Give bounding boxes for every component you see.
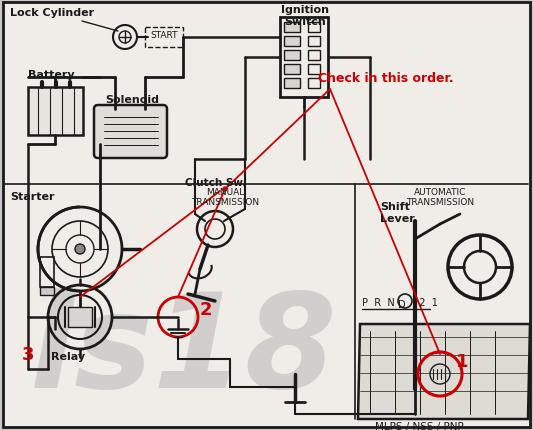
Bar	[145, 28, 183, 48]
Text: ls18: ls18	[30, 287, 337, 414]
Bar	[308, 51, 320, 61]
Bar	[28, 88, 83, 136]
Circle shape	[75, 244, 85, 255]
Bar	[284, 65, 300, 75]
Bar	[308, 65, 320, 75]
Bar	[284, 37, 300, 47]
Text: 3: 3	[22, 345, 35, 363]
Bar	[284, 79, 300, 89]
Text: AUTOMATIC
TRANSMISSION: AUTOMATIC TRANSMISSION	[406, 187, 474, 207]
Text: 2: 2	[200, 300, 213, 318]
Text: Battery: Battery	[28, 70, 75, 80]
Text: Check in this order.: Check in this order.	[318, 72, 454, 85]
Text: P  R  N: P R N	[362, 297, 395, 307]
Bar	[68, 307, 92, 327]
Text: 2  1: 2 1	[413, 297, 438, 307]
Text: START: START	[150, 31, 177, 40]
Bar	[308, 23, 320, 33]
Text: MLPS / NSS / PNP: MLPS / NSS / PNP	[375, 421, 464, 430]
Text: D: D	[398, 299, 406, 309]
Circle shape	[223, 187, 227, 191]
Polygon shape	[358, 324, 530, 419]
FancyBboxPatch shape	[94, 106, 167, 159]
Text: Starter: Starter	[10, 191, 54, 202]
Bar	[40, 287, 54, 295]
Text: Solenoid: Solenoid	[105, 95, 159, 105]
Bar	[284, 23, 300, 33]
Bar	[308, 37, 320, 47]
Text: Shift
Lever: Shift Lever	[380, 202, 415, 223]
Bar	[308, 79, 320, 89]
Text: Relay: Relay	[51, 351, 85, 361]
Text: Ignition
Switch: Ignition Switch	[281, 5, 329, 27]
Bar	[280, 18, 328, 98]
Text: Clutch Sw.: Clutch Sw.	[185, 178, 246, 187]
Text: 1: 1	[456, 352, 469, 370]
Text: MANUAL
TRANSMISSION: MANUAL TRANSMISSION	[191, 187, 259, 207]
Bar	[284, 51, 300, 61]
Text: Lock Cylinder: Lock Cylinder	[10, 8, 94, 18]
Bar	[40, 258, 54, 287]
